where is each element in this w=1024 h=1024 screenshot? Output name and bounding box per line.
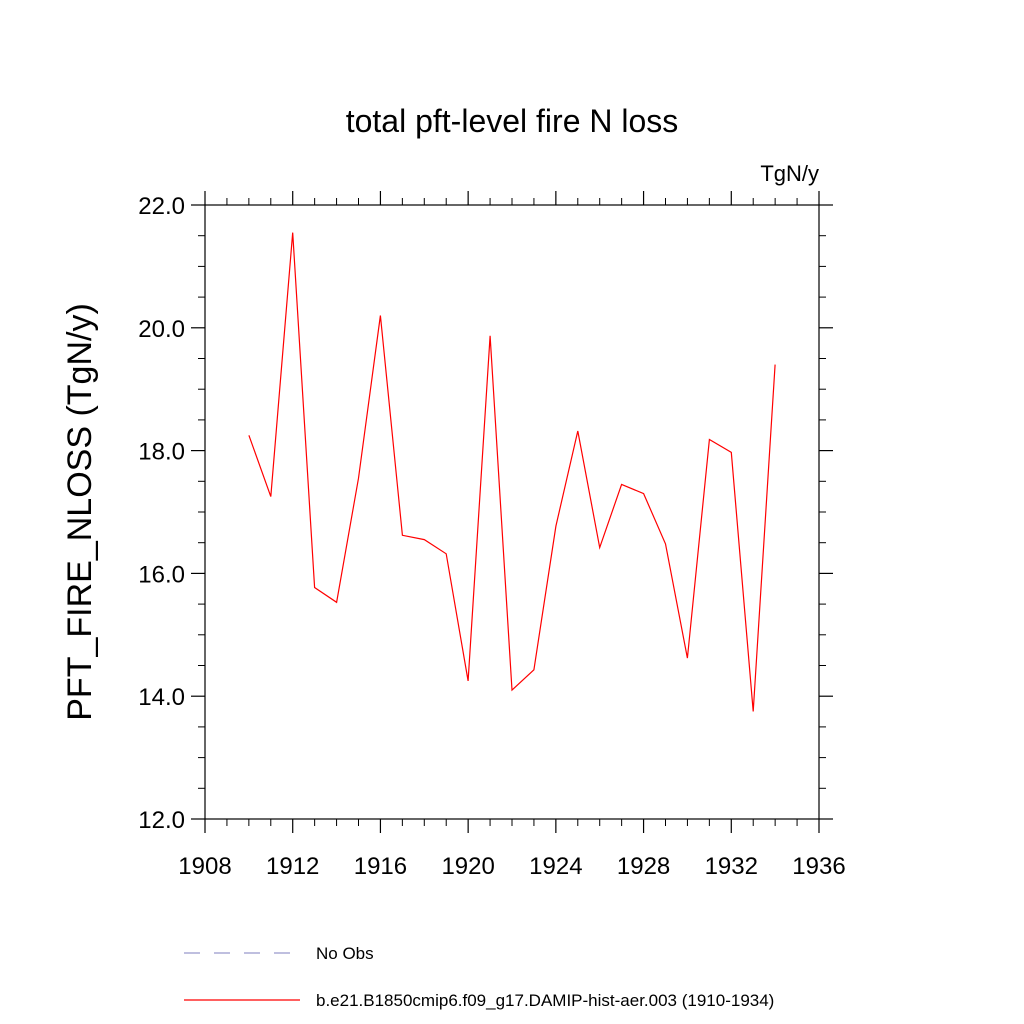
y-tick-label: 20.0 — [138, 316, 185, 343]
y-tick-label: 16.0 — [138, 561, 185, 588]
x-tick-label: 1928 — [617, 853, 670, 880]
x-tick-label: 1924 — [529, 853, 582, 880]
legend-label-model: b.e21.B1850cmip6.f09_g17.DAMIP-hist-aer.… — [316, 991, 774, 1010]
legend-label-no-obs: No Obs — [316, 944, 374, 963]
chart-title: total pft-level fire N loss — [346, 103, 679, 139]
y-tick-labels: 12.0 14.0 16.0 18.0 20.0 22.0 — [138, 193, 185, 834]
x-tick-label: 1912 — [266, 853, 319, 880]
units-label: TgN/y — [760, 161, 819, 186]
y-axis-label: PFT_FIRE_NLOSS (TgN/y) — [61, 303, 99, 721]
legend: No Obs b.e21.B1850cmip6.f09_g17.DAMIP-hi… — [184, 944, 774, 1010]
series-layer — [248, 232, 776, 712]
y-tick-label: 18.0 — [138, 439, 185, 466]
x-tick-labels: 1908 1912 1916 1920 1924 1928 1932 1936 — [178, 853, 845, 880]
x-tick-label: 1932 — [705, 853, 758, 880]
axis-ticks — [191, 191, 833, 833]
series-line — [248, 232, 776, 712]
x-tick-label: 1920 — [441, 853, 494, 880]
x-tick-label: 1908 — [178, 853, 231, 880]
x-tick-label: 1916 — [354, 853, 407, 880]
y-tick-label: 12.0 — [138, 807, 185, 834]
y-tick-label: 14.0 — [138, 684, 185, 711]
x-tick-label: 1936 — [792, 853, 845, 880]
y-tick-label: 22.0 — [138, 193, 185, 220]
